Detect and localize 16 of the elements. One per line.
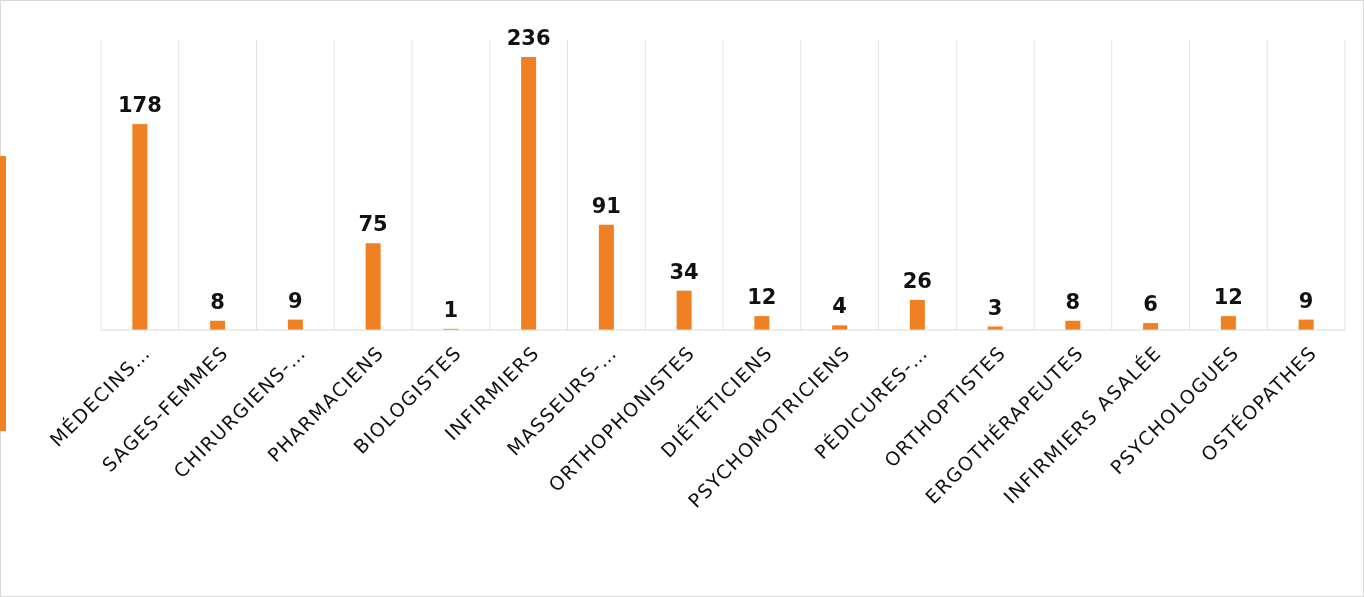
data-label: 12 <box>747 285 777 310</box>
data-label: 8 <box>210 289 225 314</box>
data-label: 6 <box>1143 292 1158 317</box>
data-label: 8 <box>1065 289 1081 314</box>
data-label: 1 <box>443 297 459 322</box>
data-label: 26 <box>902 268 932 293</box>
data-label: 34 <box>669 259 699 284</box>
data-label: 3 <box>987 295 1003 320</box>
data-label: 9 <box>1298 288 1314 313</box>
data-label: 178 <box>117 93 162 118</box>
data-label: 236 <box>506 26 551 50</box>
data-label: 75 <box>358 212 388 237</box>
data-label: 9 <box>288 288 303 313</box>
data-label: 4 <box>832 294 847 319</box>
data-label: 91 <box>591 193 621 218</box>
data-label: 12 <box>1213 285 1243 310</box>
